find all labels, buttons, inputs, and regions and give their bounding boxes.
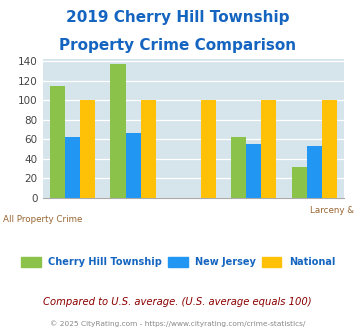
Bar	[201, 100, 216, 198]
Text: © 2025 CityRating.com - https://www.cityrating.com/crime-statistics/: © 2025 CityRating.com - https://www.city…	[50, 321, 305, 327]
Bar	[80, 100, 95, 198]
Text: All Property Crime: All Property Crime	[3, 214, 82, 224]
Bar	[307, 146, 322, 198]
Bar	[126, 133, 141, 198]
Legend: Cherry Hill Township, New Jersey, National: Cherry Hill Township, New Jersey, Nation…	[17, 253, 339, 271]
Bar	[141, 100, 156, 198]
Bar	[322, 100, 337, 198]
Bar	[65, 137, 80, 198]
Bar	[231, 138, 246, 198]
Bar	[291, 167, 307, 198]
Text: Property Crime Comparison: Property Crime Comparison	[59, 38, 296, 53]
Bar	[50, 86, 65, 198]
Text: Larceny & Theft: Larceny & Theft	[310, 206, 355, 215]
Text: 2019 Cherry Hill Township: 2019 Cherry Hill Township	[66, 10, 289, 25]
Bar	[246, 144, 261, 198]
Bar	[110, 64, 126, 198]
Bar	[261, 100, 277, 198]
Text: Compared to U.S. average. (U.S. average equals 100): Compared to U.S. average. (U.S. average …	[43, 297, 312, 307]
